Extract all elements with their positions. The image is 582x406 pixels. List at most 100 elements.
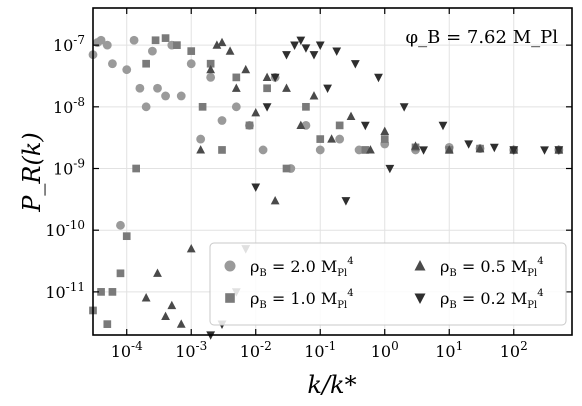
data-point: [262, 72, 272, 81]
data-point: [142, 59, 150, 68]
data-point: [147, 46, 157, 56]
data-point: [263, 84, 271, 93]
legend-label: ρB = 1.0 MPl4: [250, 288, 354, 311]
data-point: [153, 268, 162, 277]
y-tick-label: 10-8: [53, 95, 85, 117]
data-point: [309, 91, 319, 100]
data-point: [489, 143, 499, 153]
data-point: [444, 145, 454, 154]
data-point: [132, 164, 140, 173]
data-point: [196, 145, 206, 154]
data-point: [399, 103, 409, 112]
data-point: [218, 146, 226, 154]
data-point: [270, 195, 280, 205]
data-point: [354, 145, 364, 155]
data-point: [282, 164, 291, 173]
legend-marker: [224, 260, 236, 272]
x-tick-label: 10-4: [111, 339, 143, 361]
data-point: [161, 311, 170, 321]
data-point: [346, 111, 356, 120]
data-point: [251, 183, 261, 192]
x-tick-label: 10-3: [175, 339, 207, 361]
data-point: [97, 288, 105, 296]
legend-label: ρB = 0.5 MPl4: [440, 256, 544, 279]
data-point: [176, 319, 186, 328]
data-point: [206, 64, 216, 74]
data-point: [96, 35, 106, 45]
data-point: [509, 146, 519, 155]
data-point: [335, 121, 344, 130]
data-point: [173, 41, 181, 49]
x-tick-label: 10-2: [240, 339, 272, 361]
data-point: [361, 146, 370, 154]
data-point: [186, 243, 196, 253]
legend-marker: [414, 260, 426, 271]
data-point: [186, 59, 196, 69]
data-point: [176, 91, 186, 101]
legend-label: ρB = 0.2 MPl4: [440, 288, 544, 311]
data-point: [290, 41, 299, 50]
y-tick-label: 10-10: [45, 218, 85, 240]
legend-box: [209, 242, 567, 326]
data-point: [464, 140, 474, 149]
data-point: [360, 121, 370, 131]
x-tick-label: 101: [435, 339, 463, 361]
data-point: [366, 145, 375, 154]
data-point: [332, 47, 342, 56]
legend-marker: [225, 293, 235, 303]
data-point: [231, 102, 241, 112]
plot-frame: [92, 7, 573, 336]
data-point: [122, 232, 131, 241]
data-point: [217, 116, 227, 125]
data-point: [385, 164, 395, 174]
data-point: [103, 320, 112, 328]
data-point: [135, 83, 145, 93]
data-point: [315, 41, 325, 50]
data-point: [296, 120, 306, 129]
data-point: [262, 103, 272, 112]
data-point: [122, 65, 132, 75]
data-point: [554, 146, 564, 155]
data-point: [438, 121, 448, 131]
data-point: [282, 83, 291, 92]
data-point: [108, 288, 117, 296]
data-point: [129, 35, 139, 45]
data-point: [151, 36, 160, 45]
data-series: [88, 34, 564, 340]
data-point: [161, 34, 170, 42]
data-point: [309, 51, 319, 60]
data-point: [374, 73, 383, 83]
data-point: [335, 134, 345, 144]
data-point: [167, 300, 177, 310]
data-point: [141, 293, 151, 302]
data-point: [245, 121, 254, 130]
data-point: [141, 102, 151, 112]
data-point: [258, 145, 268, 155]
data-point: [411, 141, 420, 150]
data-point: [380, 126, 390, 135]
y-axis-label: P_R(k): [18, 132, 46, 213]
legend-label: ρB = 2.0 MPl4: [250, 256, 354, 279]
data-point: [232, 73, 241, 82]
phi-annotation: φ_B = 7.62 M_Pl: [406, 27, 559, 48]
data-point: [225, 46, 235, 55]
data-point: [327, 134, 336, 143]
x-axis-label: k/k*: [307, 371, 356, 399]
data-point: [102, 40, 112, 50]
data-point: [231, 83, 241, 92]
data-point: [116, 269, 125, 278]
data-point: [153, 83, 162, 93]
data-point: [108, 59, 117, 69]
data-point: [323, 84, 332, 94]
data-point: [296, 36, 306, 46]
legend-marker: [414, 293, 426, 304]
x-tick-label: 100: [371, 339, 399, 361]
data-point: [161, 91, 170, 101]
data-point: [419, 146, 428, 155]
data-point: [206, 72, 216, 82]
data-point: [198, 102, 207, 111]
data-point: [251, 108, 261, 117]
data-point: [241, 64, 251, 74]
x-tick-label: 102: [500, 339, 528, 361]
